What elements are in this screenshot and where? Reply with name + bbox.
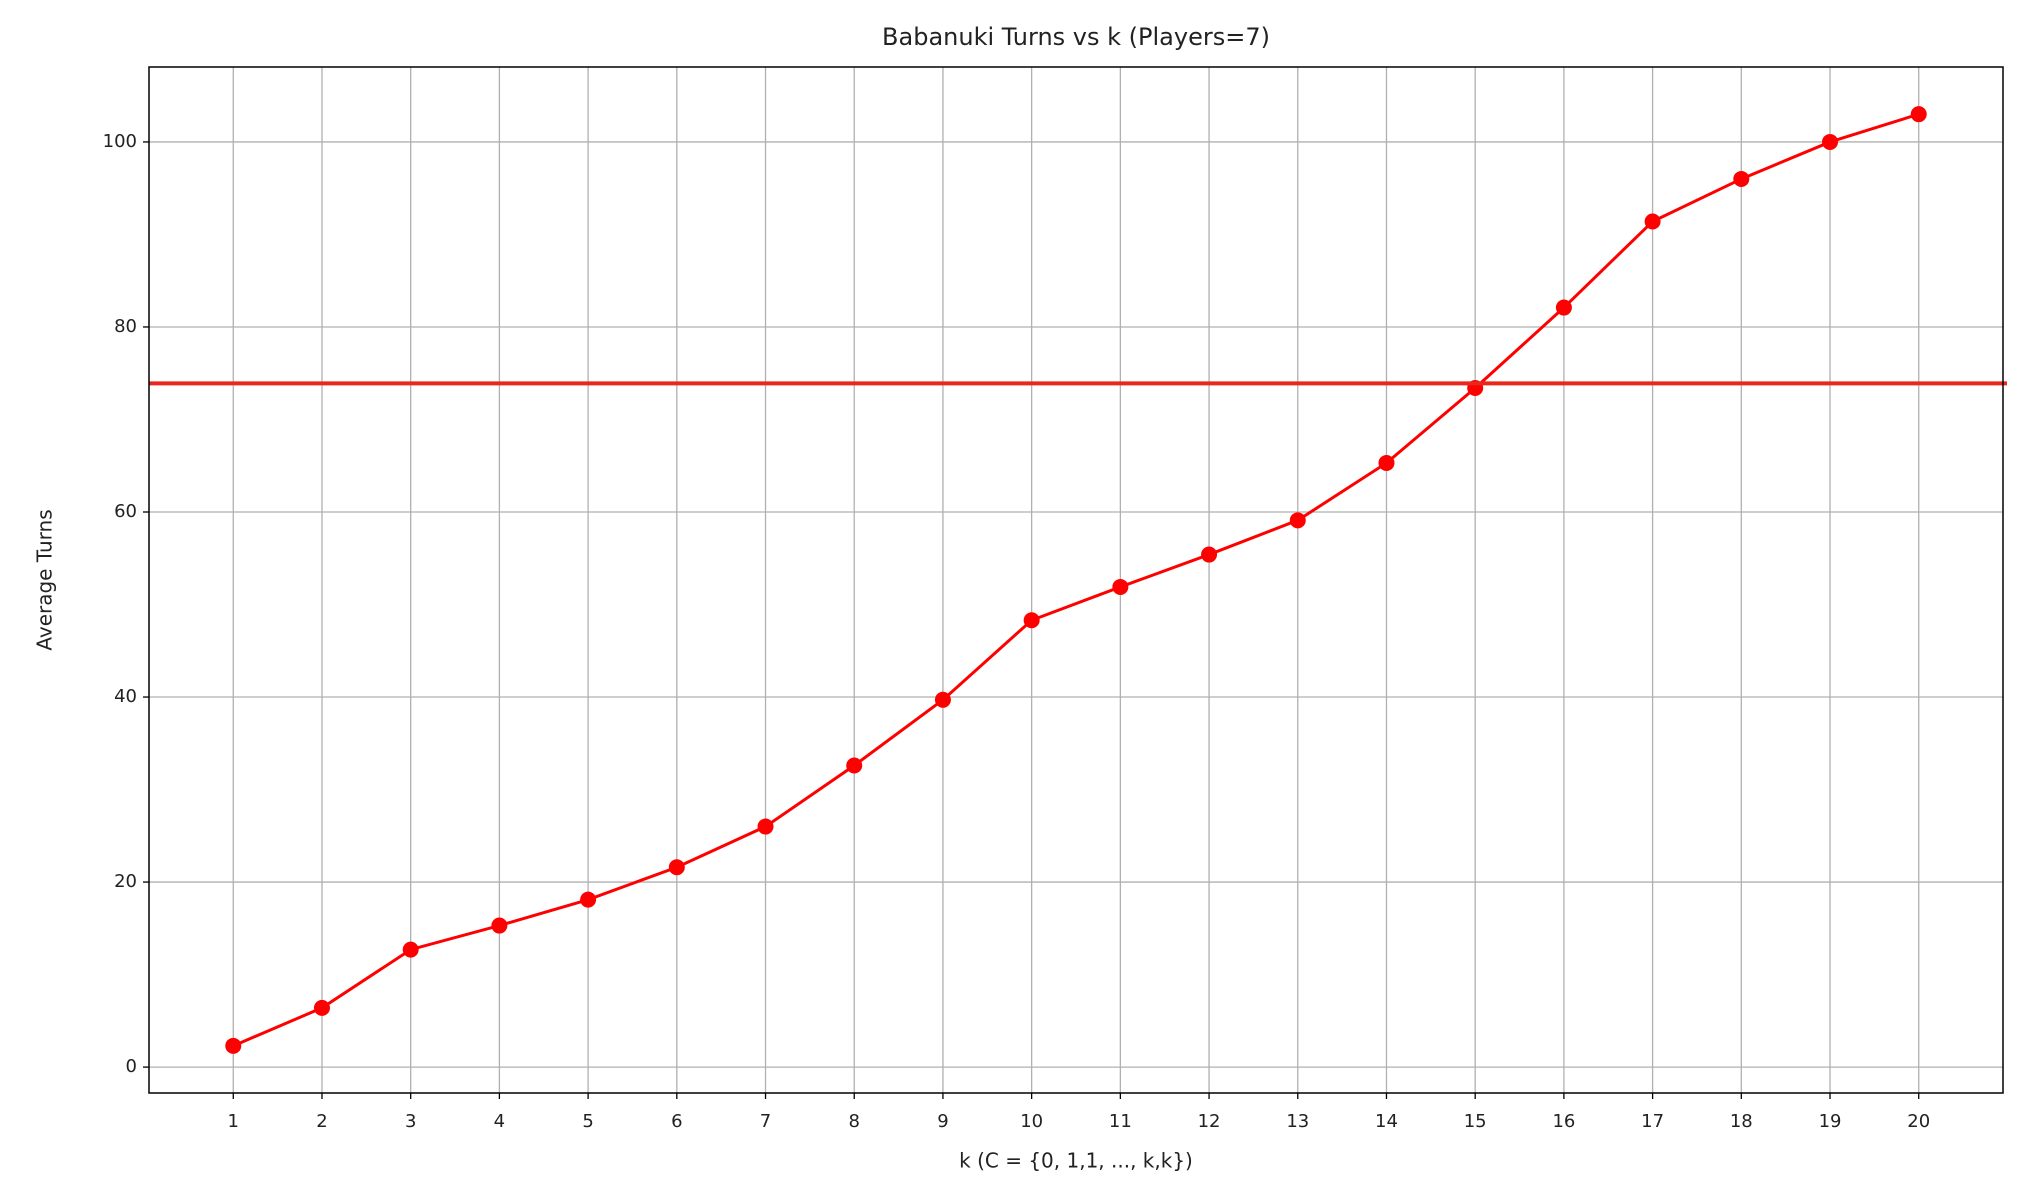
x-tick-label: 14	[1375, 1111, 1398, 1132]
x-tick-label: 2	[316, 1111, 327, 1132]
x-tick-label: 20	[1907, 1111, 1930, 1132]
y-tick-label: 20	[114, 871, 137, 892]
x-tick-label: 17	[1641, 1111, 1664, 1132]
plot-frame	[148, 66, 2004, 1094]
x-tick-label: 15	[1464, 1111, 1487, 1132]
data-line	[232, 112, 1920, 1048]
y-tick-label: 100	[103, 131, 137, 152]
data-point	[1289, 512, 1306, 529]
data-point	[580, 891, 597, 908]
data-point	[1733, 170, 1750, 187]
x-tick-label: 19	[1819, 1111, 1842, 1132]
x-tick-label: 8	[849, 1111, 860, 1132]
y-tick-label: 80	[114, 316, 137, 337]
x-tick-label: 9	[937, 1111, 948, 1132]
data-point	[934, 691, 951, 708]
x-axis-label: k (C = {0, 1,1, ..., k,k})	[959, 1149, 1193, 1173]
data-point	[1644, 213, 1661, 230]
data-point	[1378, 454, 1395, 471]
data-point	[1112, 578, 1129, 595]
x-tick-label: 12	[1198, 1111, 1221, 1132]
data-point	[846, 757, 863, 774]
x-tick-label: 4	[494, 1111, 505, 1132]
x-tick-label: 11	[1109, 1111, 1132, 1132]
x-tick-label: 5	[582, 1111, 593, 1132]
x-tick-label: 18	[1730, 1111, 1753, 1132]
data-point	[1555, 299, 1572, 316]
data-point	[313, 999, 330, 1016]
y-tick-label: 0	[126, 1056, 137, 1077]
x-tick-label: 1	[228, 1111, 239, 1132]
x-tick-label: 10	[1020, 1111, 1043, 1132]
y-axis-label: Average Turns	[33, 509, 57, 650]
data-point	[225, 1037, 242, 1054]
x-tick-label: 3	[405, 1111, 416, 1132]
x-tick-label: 7	[760, 1111, 771, 1132]
x-tick-label: 13	[1286, 1111, 1309, 1132]
chart-title: Babanuki Turns vs k (Players=7)	[882, 23, 1270, 51]
data-point	[1023, 612, 1040, 629]
data-point	[1822, 133, 1839, 150]
x-tick-label: 6	[671, 1111, 682, 1132]
data-point	[491, 917, 508, 934]
y-tick-label: 40	[114, 686, 137, 707]
data-point	[757, 818, 774, 835]
data-point	[1201, 546, 1218, 563]
y-tick-label: 60	[114, 501, 137, 522]
x-tick-label: 16	[1552, 1111, 1575, 1132]
data-point	[668, 859, 685, 876]
data-point	[402, 941, 419, 958]
data-point	[1910, 106, 1927, 123]
